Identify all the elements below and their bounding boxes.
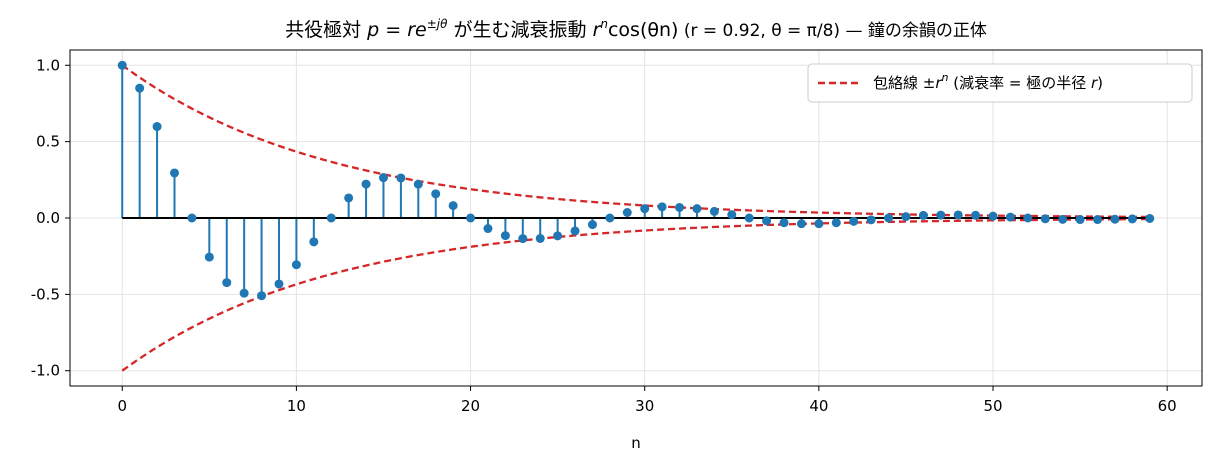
x-tick-label: 0 [117, 397, 127, 415]
legend: 包絡線 ±rn (減衰率 = 極の半径 r) [807, 63, 1193, 103]
stem-marker [309, 237, 319, 247]
stem-marker [918, 210, 928, 220]
stem-marker [831, 218, 841, 228]
stem-marker [988, 211, 998, 221]
stem-marker [1093, 215, 1103, 225]
stem-marker [239, 288, 249, 298]
stem-marker [884, 213, 894, 223]
stem-marker [1040, 214, 1050, 224]
stem-marker [605, 213, 615, 223]
stem-marker [971, 210, 981, 220]
stem-marker [779, 218, 789, 228]
stem-marker [117, 60, 127, 70]
x-tick-label: 50 [983, 397, 1002, 415]
stem-marker [135, 83, 145, 93]
x-tick-label: 60 [1158, 397, 1177, 415]
x-tick-label: 40 [809, 397, 828, 415]
envelope-lower-line [121, 217, 1150, 372]
stem-marker [675, 202, 685, 212]
x-tick-label: 10 [287, 397, 306, 415]
stem-marker [762, 216, 772, 226]
stem-marker [622, 208, 632, 218]
stem-marker [291, 260, 301, 270]
chart-title: 共役極対 p = re±jθ が生む減衰振動 rncos(θn) (r = 0.… [285, 17, 987, 41]
stem-marker [518, 234, 528, 244]
y-tick-label: -0.5 [31, 285, 60, 303]
stem-marker [744, 213, 754, 223]
stem-marker [1075, 215, 1085, 225]
x-tick-label: 30 [635, 397, 654, 415]
x-axis-ticks: 0 10 20 30 40 50 60 [117, 386, 1177, 415]
legend-box [807, 63, 1193, 103]
stem-marker [640, 204, 650, 214]
stem-marker [901, 212, 911, 222]
stem-marker [1127, 214, 1137, 224]
stem-marker [1145, 213, 1155, 223]
stem-marker [1058, 214, 1068, 224]
stem-marker [953, 210, 963, 220]
stem-marker [274, 279, 284, 289]
stem-marker [222, 278, 232, 288]
stem-marker [500, 231, 510, 241]
stem-marker [814, 219, 824, 229]
y-tick-label: 1.0 [36, 56, 60, 74]
stem-marker [553, 231, 563, 241]
stem-marker [587, 220, 597, 230]
y-tick-label: 0.5 [36, 133, 60, 151]
stem-marker [344, 193, 354, 203]
stem-marker [448, 201, 458, 211]
stem-marker [535, 233, 545, 243]
stem-marker [849, 216, 859, 226]
stem-marker [361, 179, 371, 189]
stem-marker [727, 210, 737, 220]
stem-marker [936, 210, 946, 220]
stem-marker [204, 252, 214, 262]
stem-marker [483, 224, 493, 234]
stem-marker [692, 204, 702, 214]
stem-marker [413, 179, 423, 189]
stem-marker [326, 213, 336, 223]
stem-marker [570, 226, 580, 236]
x-axis-label: n [631, 434, 641, 452]
stem-marker [709, 206, 719, 216]
stem-marker [187, 213, 197, 223]
x-tick-label: 20 [461, 397, 480, 415]
stem-marker [866, 215, 876, 225]
stem-marker [169, 168, 179, 178]
stem-marker [152, 122, 162, 132]
y-tick-label: 0.0 [36, 209, 60, 227]
y-tick-label: -1.0 [31, 362, 60, 380]
stem-marker [466, 213, 476, 223]
stem-marker [257, 291, 267, 301]
stem-marker [396, 173, 406, 183]
stem-marker [657, 202, 667, 212]
stem-marker [796, 219, 806, 229]
legend-label-envelope: 包絡線 ±rn (減衰率 = 極の半径 r) [873, 71, 1103, 92]
stem-markers [117, 60, 1155, 301]
stem-marker [1023, 213, 1033, 223]
plot-area [69, 49, 1203, 387]
stem-marker [431, 189, 441, 199]
stem-marker [1110, 214, 1120, 224]
y-axis-ticks: -1.0 -0.5 0.0 0.5 1.0 [31, 56, 70, 380]
stem-marker [1005, 212, 1015, 222]
stem-marker [378, 173, 388, 183]
